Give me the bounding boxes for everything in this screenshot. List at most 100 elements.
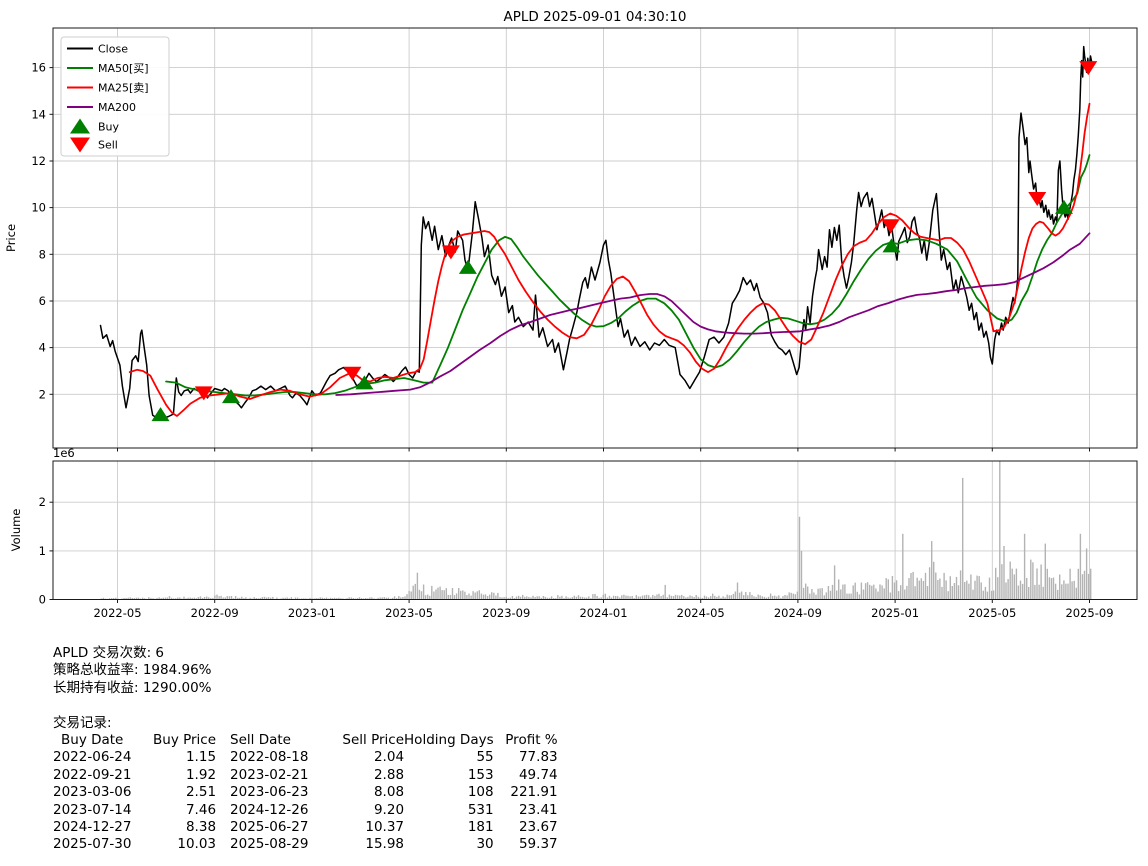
trade-cell: 2025-06-27: [230, 819, 309, 836]
price-tick-label: 14: [31, 107, 46, 121]
x-tick-label: 2025-05: [968, 606, 1016, 620]
x-tick-label: 2022-09: [191, 606, 239, 620]
trade-cell: 2023-02-21: [230, 766, 309, 783]
chart-figure: APLD 2025-09-01 04:30:10 2 4 6 8 10 12 14 16 0 1 2 2…: [4, 9, 1138, 620]
trade-cell: 23.41: [518, 801, 558, 818]
legend-sell-marker: [70, 137, 90, 153]
trade-cell: 2024-12-26: [230, 801, 309, 818]
legend-label-1: MA50[买]: [98, 62, 149, 75]
volume-tick-label: 1: [39, 544, 46, 558]
trade-cell: 59.37: [518, 836, 558, 853]
axis-labels: APLD 2025-09-01 04:30:102468101214160122…: [4, 9, 1114, 620]
spacer: [53, 697, 558, 714]
trade-cell: 2022-08-18: [230, 749, 309, 766]
trade-cell: 2022-06-24: [53, 749, 132, 766]
trade-row: 2023-07-14 7.46 2024-12-26 9.20 531 23.41: [53, 802, 558, 819]
legend-box: [60, 36, 170, 157]
price-volume-chart: APLD 2025-09-01 04:30:102468101214160122…: [4, 9, 1138, 620]
sell-marker: [343, 366, 362, 381]
trade-cell: 181: [467, 819, 494, 836]
trade-cell: 2023-07-14: [53, 801, 132, 818]
header-profit: Profit %: [505, 732, 558, 749]
trade-cell: 49.74: [518, 766, 558, 783]
price-tick-label: 2: [39, 387, 46, 401]
trade-log-title: 交易记录:: [53, 714, 112, 731]
trade-table: Buy Date Buy Price Sell Date Sell Price …: [53, 732, 558, 854]
trade-cell: 7.46: [185, 801, 217, 818]
trade-cell: 55: [476, 749, 494, 766]
legend-label-5: Sell: [98, 139, 118, 152]
x-tick-label: 2024-01: [579, 606, 627, 620]
trade-report: APLD 交易次数: 6 策略总收益率: 1984.96% 长期持有收益: 12…: [53, 645, 558, 854]
sell-marker: [441, 245, 460, 260]
trade-cell: 531: [467, 801, 494, 818]
buy-marker: [221, 389, 240, 404]
trade-cell: 2.04: [373, 749, 405, 766]
trade-cell: 2022-09-21: [53, 766, 132, 783]
x-tick-label: 2024-05: [677, 606, 725, 620]
trade-cell: 2.51: [185, 784, 217, 801]
legend: Close MA50[买] MA25[卖] MA200 Buy Sell: [60, 36, 170, 157]
volume-tick-label: 2: [39, 495, 46, 509]
chart-title: APLD 2025-09-01 04:30:10: [504, 9, 687, 25]
trade-cell: 15.98: [365, 836, 405, 853]
trade-cell: 8.08: [373, 784, 405, 801]
trade-table-header-row: Buy Date Buy Price Sell Date Sell Price …: [53, 732, 558, 749]
legend-label-2: MA25[卖]: [98, 82, 149, 95]
trade-row: 2023-03-06 2.51 2023-06-23 8.08 108 221.91: [53, 784, 558, 801]
volume-bars: [98, 460, 1092, 600]
header-buy-date: Buy Date: [61, 732, 124, 749]
price-tick-label: 4: [39, 341, 46, 355]
legend-label-3: MA200: [98, 101, 136, 114]
trade-cell: 108: [467, 784, 494, 801]
x-tick-label: 2024-09: [774, 606, 822, 620]
trade-cell: 153: [467, 766, 494, 783]
buy-marker: [458, 259, 477, 274]
trade-cell: 2.88: [373, 766, 405, 783]
trade-cell: 10.37: [365, 819, 405, 836]
trade-cell: 77.83: [518, 749, 558, 766]
buy-marker: [1054, 199, 1073, 214]
sell-marker: [1028, 192, 1047, 207]
trade-cell: 23.67: [518, 819, 558, 836]
trade-cell: 221.91: [510, 784, 558, 801]
x-tick-label: 2023-05: [385, 606, 433, 620]
price-tick-label: 6: [39, 294, 46, 308]
trade-cell: 1.15: [185, 749, 217, 766]
trade-row: 2022-09-21 1.92 2023-02-21 2.88 153 49.74: [53, 767, 558, 784]
x-tick-label: 2025-01: [871, 606, 919, 620]
trade-markers: [151, 61, 1098, 422]
trade-row: 2024-12-27 8.38 2025-06-27 10.37 181 23.67: [53, 819, 558, 836]
price-tick-label: 8: [39, 247, 46, 261]
trade-cell: 2025-08-29: [230, 836, 309, 853]
sell-marker: [881, 219, 900, 234]
trade-cell: 2023-03-06: [53, 784, 132, 801]
legend-label-0: Close: [98, 43, 128, 56]
buy-marker: [355, 375, 374, 390]
x-tick-label: 2023-09: [482, 606, 530, 620]
legend-label-4: Buy: [98, 121, 120, 134]
strategy-return-line: 策略总收益率: 1984.96%: [53, 662, 212, 679]
trade-cell: 2025-07-30: [53, 836, 132, 853]
trade-cell: 8.38: [185, 819, 217, 836]
sell-marker: [194, 386, 213, 401]
legend-buy-marker: [70, 118, 90, 134]
ma200-line: [335, 232, 1091, 396]
trade-count-line: APLD 交易次数: 6: [53, 645, 165, 661]
price-tick-label: 16: [31, 61, 46, 75]
header-sell-price: Sell Price: [342, 732, 405, 749]
trade-cell: 10.03: [177, 836, 217, 853]
sell-marker: [1079, 61, 1098, 76]
buy-marker: [882, 238, 901, 253]
trade-cell: 2024-12-27: [53, 819, 132, 836]
volume-offset-label: 1e6: [53, 446, 75, 460]
close-line: [99, 45, 1093, 419]
trade-row: 2022-06-24 1.15 2022-08-18 2.04 55 77.83: [53, 749, 558, 766]
gridlines: [53, 28, 1137, 600]
buy-marker: [151, 407, 170, 422]
ma25-line: [128, 102, 1091, 417]
x-tick-label: 2022-05: [93, 606, 141, 620]
trade-row: 2025-07-30 10.03 2025-08-29 15.98 30 59.37: [53, 836, 558, 853]
header-buy-price: Buy Price: [153, 732, 217, 749]
volume-tick-label: 0: [39, 593, 46, 607]
